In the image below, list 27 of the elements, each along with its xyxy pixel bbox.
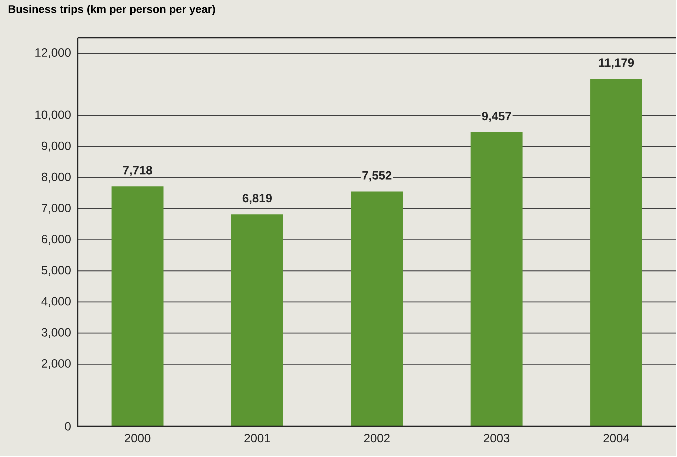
- data-label: 7,718: [123, 166, 152, 177]
- data-label: 9,457: [482, 112, 512, 123]
- x-tick-label: 2004: [604, 434, 630, 443]
- bar: [470, 132, 523, 427]
- y-tick-label: 4,000: [42, 297, 71, 308]
- bar: [231, 214, 284, 427]
- bar: [351, 192, 404, 427]
- y-tick-label: 6,000: [42, 235, 71, 246]
- x-tick-label: 2003: [484, 434, 510, 443]
- y-tick-label: 12,000: [36, 48, 71, 59]
- y-tick-label: 7,000: [42, 204, 71, 214]
- y-tick-label: 3,000: [42, 328, 71, 338]
- x-tick-label: 2002: [364, 434, 390, 443]
- y-tick-label: 2,000: [42, 360, 71, 370]
- bar: [590, 79, 642, 427]
- y-tick-label: 9,000: [42, 142, 71, 152]
- x-tick-label: 2000: [125, 434, 151, 443]
- data-label: 11,179: [599, 58, 634, 70]
- data-label: 6,819: [242, 194, 272, 205]
- y-tick-label: 10,000: [36, 110, 71, 121]
- y-tick-label: 8,000: [42, 173, 71, 184]
- y-tick-label: 5,000: [42, 266, 71, 276]
- data-label: 7,552: [362, 172, 392, 182]
- y-tick-label: 0: [65, 422, 71, 432]
- chart-title: Business trips (km per person per year): [8, 5, 216, 16]
- bar: [112, 186, 164, 427]
- x-tick-label: 2001: [244, 434, 270, 443]
